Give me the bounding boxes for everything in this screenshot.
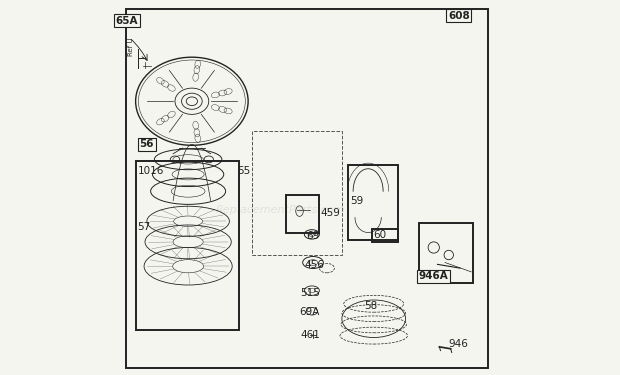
Text: ReplacementParts.com: ReplacementParts.com bbox=[215, 205, 345, 215]
Text: 456: 456 bbox=[305, 260, 325, 270]
Text: 59: 59 bbox=[350, 196, 363, 206]
Text: 946A: 946A bbox=[419, 272, 449, 281]
Text: 69: 69 bbox=[307, 231, 320, 241]
Text: 58: 58 bbox=[365, 301, 378, 310]
Text: 461: 461 bbox=[300, 330, 320, 340]
Text: 55: 55 bbox=[237, 166, 250, 176]
Bar bbox=[372, 229, 398, 242]
Text: 946: 946 bbox=[449, 339, 469, 349]
Text: 65A: 65A bbox=[116, 16, 138, 26]
Text: 69A: 69A bbox=[299, 308, 319, 317]
Text: 459: 459 bbox=[320, 208, 340, 218]
Text: 515: 515 bbox=[300, 288, 320, 298]
Bar bbox=[347, 165, 398, 240]
Bar bbox=[286, 195, 319, 232]
Text: 608: 608 bbox=[448, 11, 470, 21]
Text: 1016: 1016 bbox=[138, 166, 164, 176]
Text: 56: 56 bbox=[140, 140, 154, 149]
Text: 57: 57 bbox=[137, 222, 150, 232]
Text: Ref U: Ref U bbox=[128, 38, 134, 56]
Bar bbox=[252, 131, 342, 255]
Text: 60: 60 bbox=[373, 231, 386, 240]
Bar bbox=[418, 223, 473, 283]
Bar bbox=[136, 161, 239, 330]
